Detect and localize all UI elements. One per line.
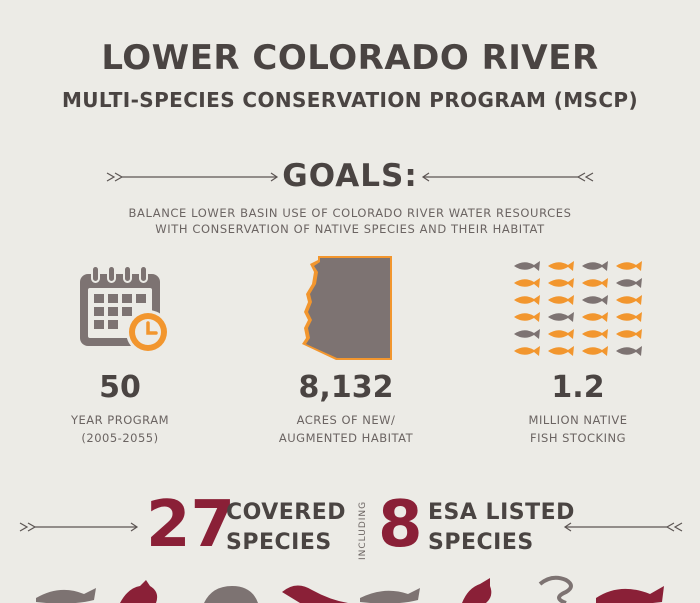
fish-icon (582, 329, 608, 339)
covered-species-count: 27 (146, 488, 236, 562)
fish-icon (616, 261, 642, 271)
fish-icon (582, 346, 608, 356)
esa-label-1: ESA LISTED (428, 500, 575, 525)
bird-silhouette-icon (282, 585, 348, 603)
fish-icon (514, 329, 540, 339)
turtle-silhouette-icon (204, 586, 258, 603)
including-label: INCLUDING (358, 500, 368, 560)
species-left-arrow-icon (19, 522, 139, 532)
goals-line-1: BALANCE LOWER BASIN USE OF COLORADO RIVE… (128, 206, 572, 220)
bird-silhouette-icon (120, 580, 158, 603)
fish-icon (616, 312, 642, 322)
fish-icon (514, 312, 540, 322)
fish-icon (616, 295, 642, 305)
fish-icon (548, 329, 574, 339)
goals-row: GOALS: (0, 158, 700, 198)
goals-line-2: WITH CONSERVATION OF NATIVE SPECIES AND … (155, 222, 545, 236)
fish-grid-icon (514, 261, 642, 356)
esa-species-count: 8 (378, 488, 423, 562)
fish-silhouette-icon (36, 588, 96, 603)
page-subtitle: MULTI-SPECIES CONSERVATION PROGRAM (MSCP… (61, 88, 639, 112)
fish-icon (616, 329, 642, 339)
fish-silhouette-icon (360, 588, 420, 603)
fish-icon (548, 261, 574, 271)
arizona-map-icon (302, 256, 392, 360)
fish-icon (582, 312, 608, 322)
stat-number-fish: 1.2 (551, 370, 605, 405)
goals-heading: GOALS: (282, 158, 418, 194)
stat-number-years: 50 (99, 370, 141, 405)
species-silhouettes (36, 575, 664, 603)
fish-icon (514, 261, 540, 271)
stat-label-acres-1: ACRES OF NEW/ (296, 413, 396, 427)
fish-silhouette-icon (596, 586, 664, 603)
fish-icon (582, 261, 608, 271)
fish-icon (548, 312, 574, 322)
fish-icon (582, 295, 608, 305)
stat-label-years-2: (2005-2055) (81, 431, 159, 445)
left-arrow-icon (106, 172, 279, 182)
covered-label-1: COVERED (226, 500, 347, 525)
esa-label-2: SPECIES (428, 530, 534, 555)
stat-label-years-1: YEAR PROGRAM (70, 413, 169, 427)
fish-icon (514, 278, 540, 288)
bird-silhouette-icon (462, 578, 492, 603)
fish-icon (582, 278, 608, 288)
stat-label-fish-2: FISH STOCKING (530, 431, 626, 445)
fish-icon (616, 278, 642, 288)
page-title: LOWER COLORADO RIVER (101, 38, 599, 78)
covered-label-2: SPECIES (226, 530, 332, 555)
fish-icon (514, 346, 540, 356)
fish-icon (616, 346, 642, 356)
stat-number-acres: 8,132 (298, 370, 394, 405)
stat-label-acres-2: AUGMENTED HABITAT (278, 431, 414, 445)
fish-icon (548, 295, 574, 305)
fish-icon (548, 278, 574, 288)
fish-icon (514, 295, 540, 305)
calendar-clock-icon (80, 265, 170, 354)
snake-silhouette-icon (538, 575, 573, 603)
species-right-arrow-icon (563, 522, 683, 532)
right-arrow-icon (421, 172, 594, 182)
fish-icon (548, 346, 574, 356)
stat-label-fish-1: MILLION NATIVE (528, 413, 628, 427)
